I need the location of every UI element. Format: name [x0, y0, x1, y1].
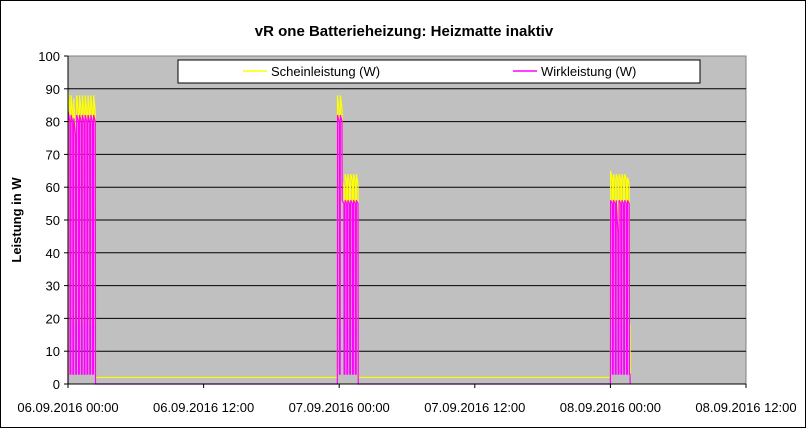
chart-title: vR one Batterieheizung: Heizmatte inakti… — [255, 23, 554, 40]
x-tick-label: 07.09.2016 12:00 — [424, 400, 525, 415]
y-tick-label: 10 — [46, 344, 60, 359]
y-axis-label: Leistung in W — [9, 177, 24, 263]
x-tick-label: 08.09.2016 12:00 — [695, 400, 796, 415]
series-line-wirkleistung — [67, 111, 631, 385]
y-tick-label: 60 — [46, 180, 60, 195]
x-tick-label: 06.09.2016 00:00 — [17, 400, 118, 415]
y-tick-label: 20 — [46, 311, 60, 326]
y-tick-label: 100 — [38, 49, 60, 64]
x-tick-label: 06.09.2016 12:00 — [153, 400, 254, 415]
y-tick-label: 0 — [53, 377, 60, 392]
legend-label-scheinleistung: Scheinleistung (W) — [271, 64, 380, 79]
y-tick-label: 90 — [46, 82, 60, 97]
x-tick-label: 08.09.2016 00:00 — [560, 400, 661, 415]
y-tick-label: 40 — [46, 246, 60, 261]
legend: Scheinleistung (W) Wirkleistung (W) — [177, 59, 701, 84]
x-tick-label: 07.09.2016 00:00 — [289, 400, 390, 415]
legend-label-wirkleistung: Wirkleistung (W) — [541, 64, 636, 79]
y-tick-label: 70 — [46, 147, 60, 162]
series-layer — [67, 92, 631, 385]
axis-layer: 0 10 20 30 40 50 60 70 80 90 100 06.09.2016 00:00 06… — [17, 49, 796, 415]
y-tick-label: 50 — [46, 213, 60, 228]
legend-box — [177, 59, 701, 84]
y-tick-label: 30 — [46, 279, 60, 294]
grid-layer — [68, 88, 746, 352]
y-tick-label: 80 — [46, 115, 60, 130]
